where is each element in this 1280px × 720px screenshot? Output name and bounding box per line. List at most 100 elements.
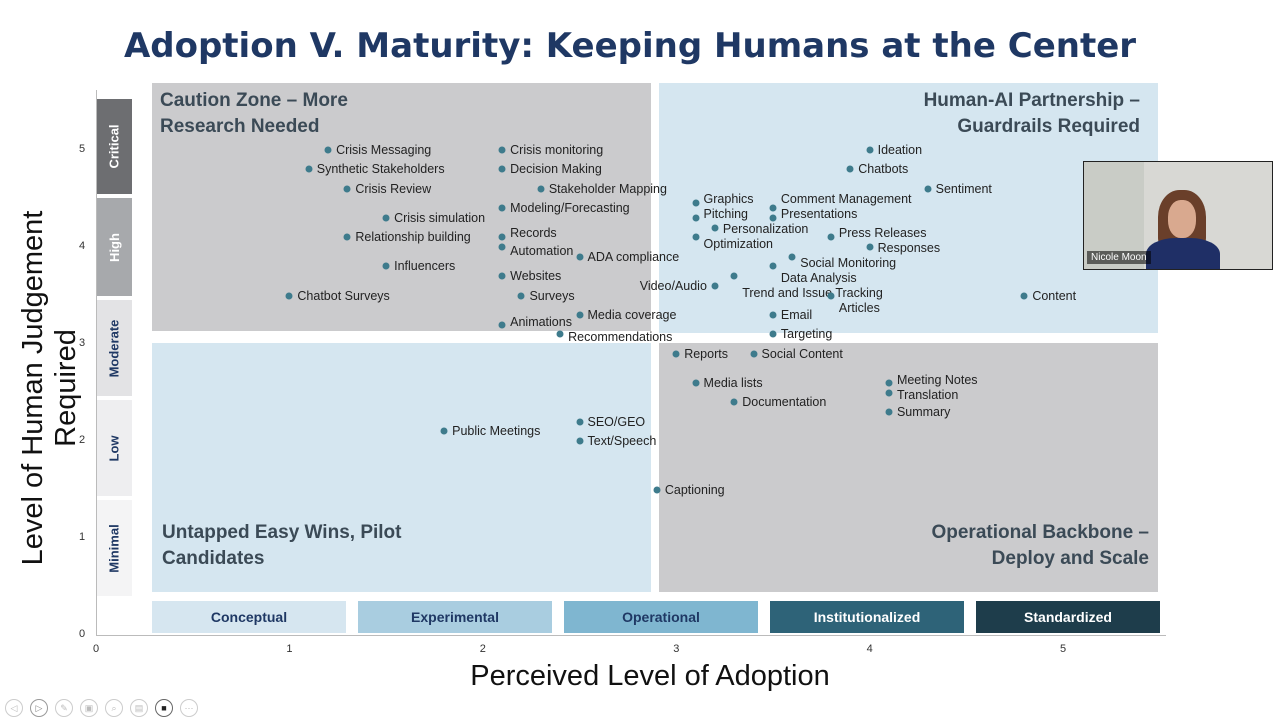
data-point [576,311,583,319]
data-point-label: Optimization [703,237,774,251]
data-point-label: Text/Speech [587,434,657,448]
quadrant-top-right [659,83,1158,333]
y-tick-label: 1 [79,531,86,543]
data-point [556,330,564,338]
data-point [924,185,932,193]
data-point-label: Automation [510,244,574,258]
x-band-experimental: Experimental [358,601,552,633]
y-band-label: Critical [106,124,122,169]
data-point-label: Synthetic Stakeholders [316,162,445,177]
data-point-label: Modeling/Forecasting [510,201,630,216]
y-tick-label: 0 [79,628,86,640]
data-point-label: Crisis monitoring [510,143,604,157]
y-band-low: Low [96,400,132,496]
data-point-label: Pitching [703,207,749,221]
x-tick-label: 0 [93,643,100,655]
data-point [711,282,719,290]
data-point [769,330,777,338]
y-band-label: Moderate [106,319,122,377]
data-point-label: ADA compliance [587,249,680,264]
y-tick-label: 4 [79,240,86,252]
data-point-label: Crisis Review [355,181,432,196]
data-point-label: Relationship building [355,230,471,245]
data-point [305,165,313,173]
data-point [769,204,777,212]
data-point [324,146,332,154]
data-point [576,437,583,445]
data-point-label: Press Releases [838,226,927,240]
person-face [1168,200,1196,238]
subtitles-icon[interactable]: ▤ [130,699,148,717]
data-point-label: Media coverage [587,307,677,322]
camera-icon[interactable]: ■ [155,699,173,717]
slide-title: Adoption V. Maturity: Keeping Humans at … [123,26,1137,66]
y-axis-title: Level of Human Judgement Required [17,210,82,566]
data-point-label: Content [1032,288,1077,303]
quadrant-bottom-left [152,343,651,592]
data-point [769,311,777,319]
more-icon[interactable]: ⋯ [180,699,198,717]
data-point-label: Trend and Issue Tracking [742,286,883,300]
data-point-label: Documentation [742,395,827,410]
data-point [576,418,583,426]
y-axis-line [96,90,97,635]
data-point [653,486,661,493]
data-point [672,350,680,358]
data-point [498,233,506,241]
data-point [498,243,506,251]
participant-name: Nicole Moon [1087,251,1151,264]
y-band-label: High [106,232,122,262]
data-point [498,146,506,154]
data-point [827,233,835,241]
data-point-label: Influencers [394,259,456,274]
x-tick-label: 2 [479,643,486,655]
data-point-label: Crisis simulation [394,210,486,225]
data-point [517,292,525,299]
data-point-label: Crisis Messaging [336,143,432,157]
quadrant-top-left [152,83,651,331]
data-point-label: Social Monitoring [800,256,897,270]
data-point [576,253,583,261]
data-point [692,199,700,207]
data-point-label: Websites [510,269,562,284]
y-band-minimal: Minimal [96,500,132,596]
pen-icon[interactable]: ✎ [55,699,73,717]
data-point [846,165,854,173]
quadrant-label-top-left: Caution Zone – More Research Needed [160,90,348,137]
data-point-label: Ideation [877,143,923,157]
x-band-institutionalized: Institutionalized [770,601,964,633]
data-point [537,185,545,193]
data-point-label: Data Analysis [780,271,857,285]
next-icon[interactable]: ▷ [30,699,48,717]
previous-icon[interactable]: ◁ [5,699,23,717]
data-point-label: Personalization [722,222,809,236]
y-band-label: Low [106,435,122,461]
slides-icon[interactable]: ▣ [80,699,98,717]
data-point-label: Graphics [703,192,754,206]
data-point [343,233,351,241]
quadrant-label-bottom-right: Operational Backbone – Deploy and Scale [931,522,1149,569]
y-band-critical: Critical [96,99,132,194]
data-point [1020,292,1028,299]
data-point [788,253,796,261]
data-point [769,214,777,222]
data-point-label: Records [510,226,557,240]
data-point [692,233,700,241]
quadrant-bottom-right [659,343,1158,592]
x-band-operational: Operational [564,601,758,633]
person-body [1146,238,1220,269]
data-point-label: Sentiment [935,181,992,196]
data-point [866,146,874,154]
data-point-label: Chatbots [858,162,909,177]
quadrant-label-bottom-left: Untapped Easy Wins, Pilot Candidates [162,522,402,569]
zoom-icon[interactable]: ⌕ [105,699,123,717]
quadrant-label-top-right: Human-AI Partnership – Guardrails Requir… [923,90,1140,137]
y-tick-label: 3 [79,337,86,349]
y-tick-label: 2 [79,434,86,446]
data-point [498,165,506,173]
data-point [730,398,738,406]
x-axis-line [96,635,1166,636]
data-point [866,243,874,251]
data-point-label: Video/Audio [639,278,707,293]
data-point [692,379,700,387]
